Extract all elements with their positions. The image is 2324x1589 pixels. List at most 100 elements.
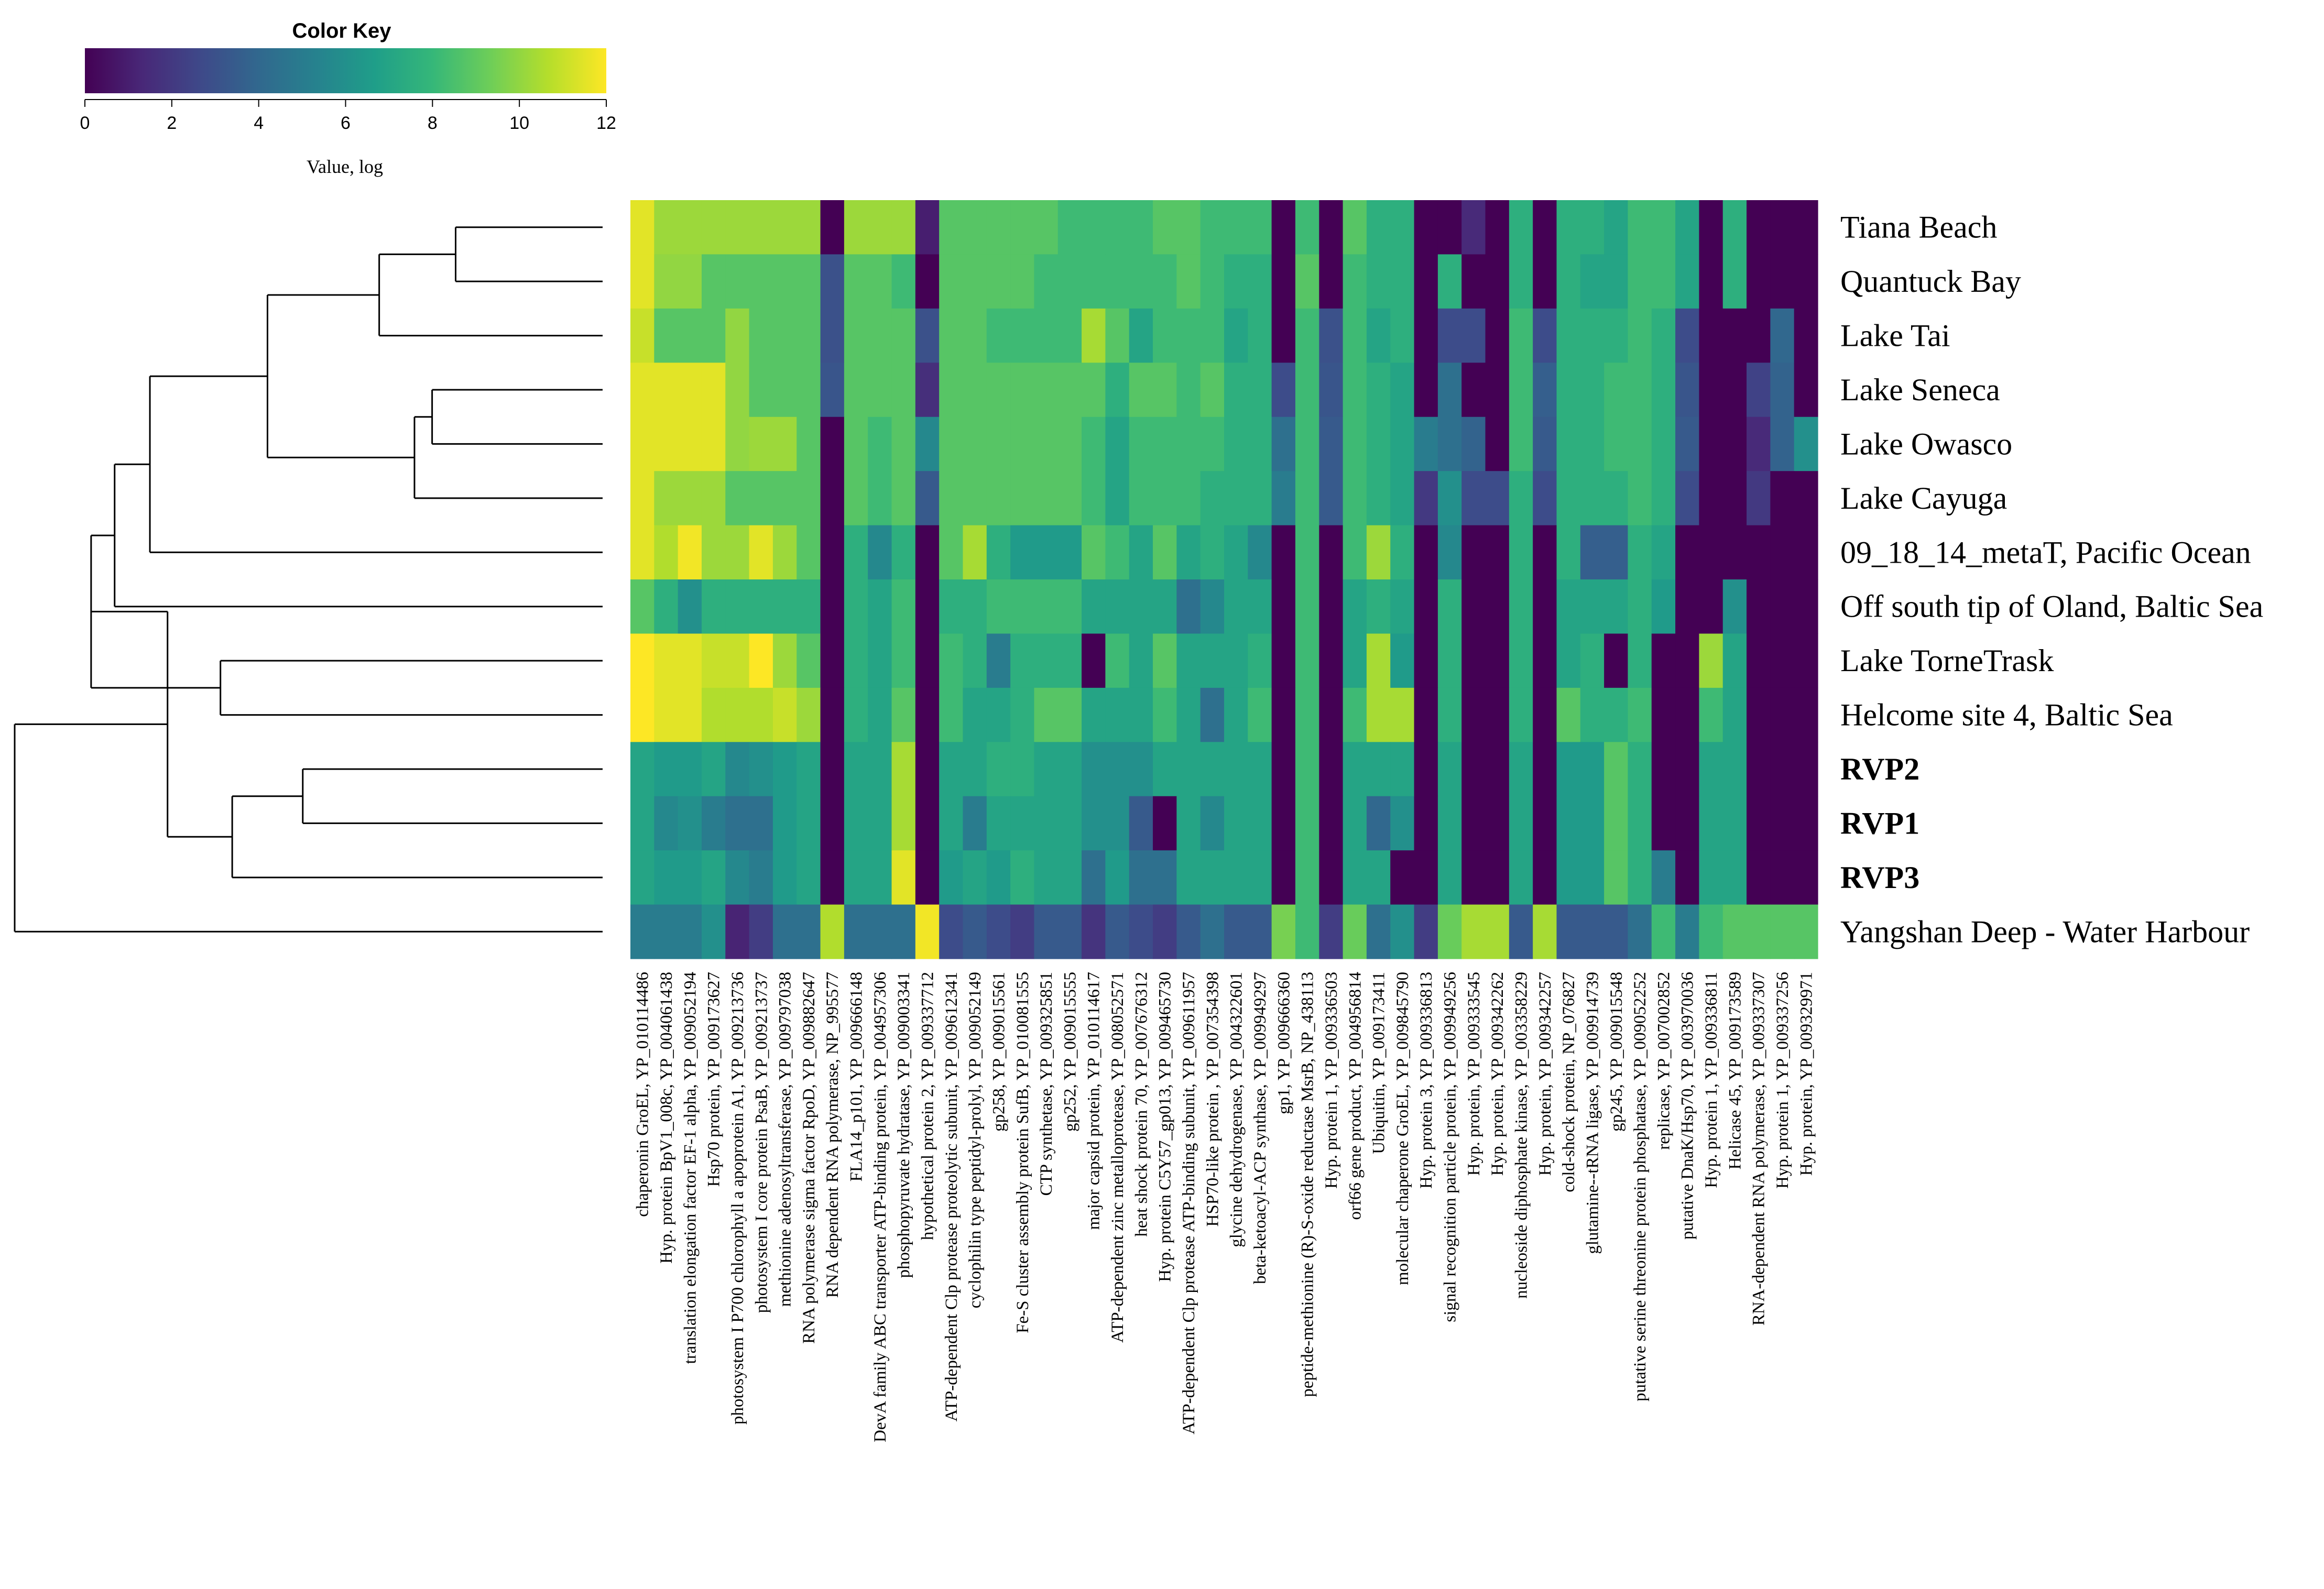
heatmap-cell bbox=[1153, 308, 1177, 363]
heatmap-cell bbox=[1747, 579, 1771, 634]
heatmap-cell bbox=[963, 417, 987, 472]
heatmap-cell bbox=[868, 742, 892, 797]
heatmap-cell bbox=[630, 200, 654, 255]
heatmap-cell bbox=[939, 687, 964, 742]
heatmap-cell bbox=[939, 633, 964, 688]
heatmap-cell bbox=[749, 363, 773, 418]
heatmap-cell bbox=[1295, 363, 1319, 418]
heatmap-cell bbox=[1509, 363, 1533, 418]
row-label: Lake Cayuga bbox=[1840, 481, 2007, 516]
heatmap-cell bbox=[868, 850, 892, 905]
heatmap-cell bbox=[868, 525, 892, 580]
heatmap-cell bbox=[1271, 687, 1296, 742]
heatmap-cell bbox=[1248, 687, 1272, 742]
heatmap-cell bbox=[1437, 796, 1462, 851]
heatmap-cell bbox=[1556, 417, 1581, 472]
heatmap-cell bbox=[1319, 633, 1344, 688]
heatmap-cell bbox=[1271, 796, 1296, 851]
heatmap-cell bbox=[1343, 308, 1367, 363]
heatmap-cell bbox=[678, 850, 702, 905]
heatmap-cell bbox=[986, 633, 1011, 688]
heatmap-cell bbox=[1604, 742, 1629, 797]
heatmap-cell bbox=[1034, 579, 1059, 634]
heatmap-cell bbox=[1485, 254, 1510, 309]
heatmap-cell bbox=[701, 579, 726, 634]
heatmap-cell bbox=[868, 633, 892, 688]
heatmap-cell bbox=[844, 687, 868, 742]
heatmap-cell bbox=[1248, 254, 1272, 309]
heatmap-cell bbox=[1794, 525, 1818, 580]
heatmap-cell bbox=[1747, 363, 1771, 418]
heatmap-cell bbox=[844, 308, 868, 363]
color-key-tick-label: 0 bbox=[80, 113, 90, 133]
heatmap-cell bbox=[1437, 200, 1462, 255]
heatmap-cell bbox=[1651, 254, 1676, 309]
heatmap-cell bbox=[1699, 633, 1723, 688]
heatmap-cell bbox=[820, 633, 845, 688]
heatmap-cell bbox=[749, 687, 773, 742]
heatmap-cell bbox=[986, 850, 1011, 905]
heatmap-cell bbox=[1580, 200, 1605, 255]
heatmap-cell bbox=[1153, 254, 1177, 309]
heatmap-cell bbox=[1437, 417, 1462, 472]
heatmap-cell bbox=[1319, 687, 1344, 742]
heatmap-cell bbox=[1200, 254, 1225, 309]
heatmap-cell bbox=[1580, 308, 1605, 363]
heatmap-cell bbox=[1105, 904, 1130, 959]
heatmap-cell bbox=[939, 254, 964, 309]
heatmap-cell bbox=[1224, 850, 1248, 905]
heatmap-cell bbox=[1722, 850, 1747, 905]
heatmap-cell bbox=[1224, 417, 1248, 472]
heatmap-cell bbox=[915, 471, 940, 526]
heatmap-cell bbox=[1010, 525, 1035, 580]
heatmap-cell bbox=[1248, 742, 1272, 797]
color-key: Color Key 0 2 4 6 8 10 12 Value, log bbox=[80, 19, 616, 177]
heatmap-cell bbox=[1509, 579, 1533, 634]
heatmap-cell bbox=[1722, 525, 1747, 580]
heatmap-cell bbox=[986, 579, 1011, 634]
column-label: peptide-methionine (R)-S-oxide reductase… bbox=[1299, 972, 1317, 1397]
heatmap-cell bbox=[1604, 904, 1629, 959]
heatmap-cell bbox=[1699, 525, 1723, 580]
heatmap-cell bbox=[1343, 633, 1367, 688]
heatmap-cell bbox=[797, 525, 821, 580]
heatmap-cell bbox=[1153, 687, 1177, 742]
heatmap-cell bbox=[678, 904, 702, 959]
heatmap-cell bbox=[1271, 904, 1296, 959]
heatmap-cell bbox=[986, 904, 1011, 959]
heatmap-cell bbox=[701, 850, 726, 905]
heatmap-cell bbox=[820, 579, 845, 634]
heatmap-cell bbox=[1153, 579, 1177, 634]
heatmap-cell bbox=[1699, 904, 1723, 959]
heatmap-cell bbox=[725, 796, 750, 851]
heatmap-cell bbox=[797, 687, 821, 742]
heatmap-cell bbox=[1271, 525, 1296, 580]
heatmap-cell bbox=[1770, 417, 1795, 472]
heatmap-cell bbox=[1556, 579, 1581, 634]
heatmap-cell bbox=[1271, 471, 1296, 526]
heatmap-cell bbox=[1509, 796, 1533, 851]
heatmap-cell bbox=[1295, 200, 1319, 255]
row-label: Quantuck Bay bbox=[1840, 264, 2021, 299]
heatmap-cell bbox=[1176, 796, 1201, 851]
heatmap-cell bbox=[939, 471, 964, 526]
heatmap-cell bbox=[1485, 742, 1510, 797]
heatmap-cell bbox=[820, 471, 845, 526]
heatmap-cell bbox=[1390, 579, 1415, 634]
heatmap-cell bbox=[1485, 687, 1510, 742]
row-label: RVP1 bbox=[1840, 806, 1919, 840]
heatmap-cell bbox=[1556, 471, 1581, 526]
heatmap-cell bbox=[1010, 254, 1035, 309]
column-label: Hyp. protein, YP_009342257 bbox=[1536, 972, 1555, 1176]
heatmap-cell bbox=[1794, 417, 1818, 472]
heatmap-cell bbox=[963, 254, 987, 309]
heatmap-cell bbox=[1437, 904, 1462, 959]
heatmap-cell bbox=[1200, 904, 1225, 959]
heatmap-cell bbox=[1034, 687, 1059, 742]
heatmap-cell bbox=[1248, 308, 1272, 363]
row-label: RVP3 bbox=[1840, 860, 1919, 895]
heatmap-cell bbox=[1722, 471, 1747, 526]
heatmap-cell bbox=[1082, 904, 1106, 959]
heatmap-cell bbox=[1010, 904, 1035, 959]
